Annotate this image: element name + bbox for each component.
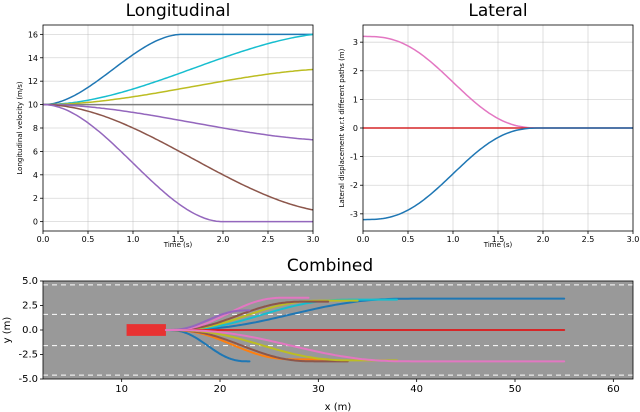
- x-tick-label: 0.5: [82, 235, 95, 244]
- combined-xlabel: x (m): [325, 402, 352, 412]
- x-tick-label: 1.5: [172, 235, 185, 244]
- y-tick-label: -2: [350, 181, 358, 190]
- x-tick-label: 3.0: [627, 235, 640, 244]
- y-tick-label: 3: [353, 38, 358, 47]
- y-tick-label: -2.5: [18, 350, 38, 361]
- lateral-chart: Lateral 0.0 0.5 1.0 1.5 2.0 2.5 3.0 -3 -2 -1 0 1 2 3…: [338, 1, 639, 249]
- x-tick-label: 60: [607, 384, 620, 395]
- y-tick-label: 8: [33, 124, 38, 133]
- velocity-series-line-5: [43, 103, 314, 211]
- y-tick-label: 0: [33, 218, 38, 227]
- y-tick-label: 2.5: [22, 301, 38, 312]
- x-tick-label: 2.5: [262, 235, 275, 244]
- longitudinal-chart: Longitudinal 0.0 0.5 1.0 1.5 2.0 2.5 3.0 0 2 4 6 8…: [16, 1, 319, 249]
- y-tick-label: 4: [33, 171, 38, 180]
- y-tick-label: 0: [353, 124, 358, 133]
- combined-chart: Combined 10 20 30 40 50 60 -5.0-2.50.02.55.0 …: [2, 256, 634, 412]
- y-tick-label: -5.0: [18, 374, 38, 385]
- x-tick-label: 2.0: [537, 235, 550, 244]
- x-tick-label: 3.0: [307, 235, 320, 244]
- y-tick-label: 14: [28, 54, 38, 63]
- velocity-series-line-6: [43, 103, 313, 223]
- x-tick-label: 50: [509, 384, 522, 395]
- x-tick-label: 0.0: [37, 235, 50, 244]
- combined-title: Combined: [287, 256, 373, 276]
- x-tick-label: 30: [312, 384, 325, 395]
- combined-ylabel: y (m): [2, 317, 13, 344]
- x-tick-label: 2.0: [217, 235, 230, 244]
- path-line-4: [164, 296, 310, 331]
- longitudinal-title: Longitudinal: [126, 1, 231, 21]
- x-tick-label: 1.5: [492, 235, 505, 244]
- x-tick-label: 0.5: [402, 235, 415, 244]
- x-tick-label: 1.0: [447, 235, 460, 244]
- x-tick-label: 0.0: [357, 235, 370, 244]
- velocity-series-line-2: [43, 68, 314, 106]
- x-tick-label: 40: [410, 384, 423, 395]
- y-tick-label: 5.0: [22, 276, 38, 287]
- lateral-xlabel: Time (s): [483, 241, 513, 249]
- path-line-11: [164, 329, 566, 363]
- y-tick-label: 16: [28, 30, 38, 39]
- y-tick-label: 2: [33, 194, 38, 203]
- longitudinal-xlabel: Time (s): [163, 241, 193, 249]
- y-tick-label: 12: [28, 77, 38, 86]
- ego-vehicle: [126, 324, 166, 336]
- y-tick-label: 2: [353, 67, 358, 76]
- x-tick-label: 10: [115, 384, 128, 395]
- lateral-title: Lateral: [468, 1, 527, 21]
- y-tick-label: -3: [350, 210, 358, 219]
- path-line-3: [164, 300, 330, 331]
- y-tick-label: -1: [350, 153, 358, 162]
- x-tick-label: 1.0: [127, 235, 140, 244]
- y-tick-label: 10: [28, 101, 38, 110]
- lateral-series-line-2: [363, 127, 633, 221]
- longitudinal-ylabel: Longitudinal velocity (m/s): [16, 81, 24, 174]
- velocity-series-line-0: [42, 33, 313, 106]
- y-tick-label: 1: [353, 95, 358, 104]
- velocity-series-line-4: [43, 103, 314, 141]
- lateral-ylabel: Lateral displacement w.r.t different pat…: [338, 48, 346, 207]
- y-tick-label: 0.0: [22, 325, 38, 336]
- velocity-series-line-1: [43, 33, 314, 106]
- x-tick-label: 20: [214, 384, 227, 395]
- x-tick-label: 2.5: [582, 235, 595, 244]
- y-tick-label: 6: [33, 147, 38, 156]
